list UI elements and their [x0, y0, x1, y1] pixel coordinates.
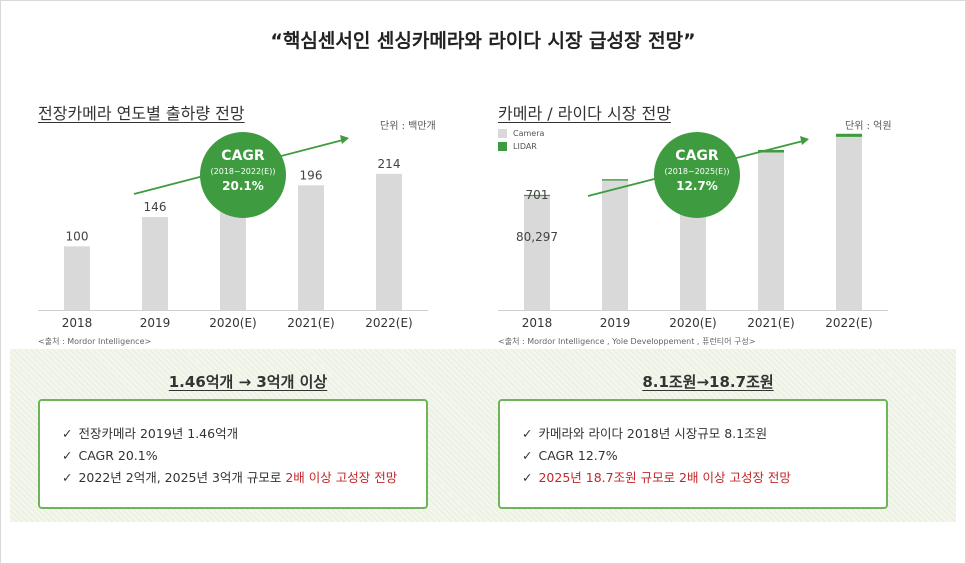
right-x-tick-4: 2022(E) — [825, 316, 872, 330]
right-x-tick-1: 2019 — [600, 316, 631, 330]
left-bar-value-4: 214 — [378, 157, 401, 171]
check-icon: ✓ — [522, 470, 533, 485]
right-cagr-value: 12.7% — [676, 179, 718, 193]
camera-value-label-0: 80,297 — [516, 230, 558, 244]
left-x-tick-3: 2021(E) — [287, 316, 334, 330]
left-unit-label: 단위 : 백만개 — [380, 121, 436, 132]
legend-item-lidar: LIDAR — [498, 140, 544, 153]
right-summary-highlight-2: 2025년 18.7조원 규모로 2배 이상 고성장 전망 — [538, 470, 791, 485]
right-unit-label: 단위 : 억원 — [845, 121, 892, 132]
right-x-tick-0: 2018 — [522, 316, 553, 330]
legend-item-camera: Camera — [498, 127, 544, 140]
left-summary-box: ✓ 전장카메라 2019년 1.46억개 ✓ CAGR 20.1% ✓ 2022년 2억개… — [38, 399, 428, 509]
check-icon: ✓ — [522, 448, 533, 463]
check-icon: ✓ — [522, 426, 533, 441]
left-summary-text-1: CAGR 20.1% — [78, 448, 158, 463]
left-cagr-value: 20.1% — [222, 179, 264, 193]
left-bar-4 — [376, 173, 402, 310]
right-summary-item-2: ✓ 2025년 18.7조원 규모로 2배 이상 고성장 전망 — [522, 467, 886, 489]
right-summary-title: 8.1조원→18.7조원 — [642, 373, 774, 391]
lidar-value-label-0: 701 — [526, 188, 549, 202]
right-chart-title: 카메라 / 라이다 시장 전망 — [498, 104, 671, 123]
left-x-tick-1: 2019 — [140, 316, 171, 330]
left-cagr-badge: CAGR (2018~2022(E)) 20.1% — [200, 132, 286, 218]
left-summary-title: 1.46억개 → 3억개 이상 — [168, 373, 328, 391]
left-x-tick-2: 2020(E) — [209, 316, 256, 330]
left-bar-value-0: 100 — [66, 229, 89, 243]
legend-lidar-label: LIDAR — [513, 142, 537, 151]
left-bar-value-1: 146 — [144, 200, 167, 214]
left-summary-highlight-2: 2배 이상 고성장 전망 — [285, 470, 398, 485]
left-summary-text-0: 전장카메라 2019년 1.46억개 — [78, 426, 239, 441]
left-x-tick-4: 2022(E) — [365, 316, 412, 330]
lidar-bar-0 — [524, 194, 550, 197]
legend-camera-label: Camera — [513, 129, 545, 138]
left-bar-0 — [64, 246, 90, 310]
left-bar-3 — [298, 185, 324, 310]
right-trend-arrow-head — [800, 136, 809, 145]
lidar-bar-3 — [758, 149, 784, 153]
left-trend-arrow-head — [340, 135, 349, 144]
right-summary-text-0: 카메라와 라이다 2018년 시장규모 8.1조원 — [538, 426, 768, 441]
left-x-tick-0: 2018 — [62, 316, 93, 330]
right-cagr-label: CAGR — [675, 148, 719, 164]
left-cagr-period: (2018~2022(E)) — [210, 167, 276, 176]
check-icon: ✓ — [62, 426, 73, 441]
right-summary-box: ✓ 카메라와 라이다 2018년 시장규모 8.1조원 ✓ CAGR 12.7% ✓ 20… — [498, 399, 888, 509]
right-source: <출처 : Mordor Intelligence , Yole Develop… — [498, 337, 756, 346]
left-summary-text-2: 2022년 2억개, 2025년 3억개 규모로 — [78, 470, 286, 485]
right-summary-item-0: ✓ 카메라와 라이다 2018년 시장규모 8.1조원 — [522, 423, 886, 445]
right-cagr-period: (2018~2025(E)) — [664, 167, 730, 176]
left-chart-title: 전장카메라 연도별 출하량 전망 — [38, 104, 245, 123]
check-icon: ✓ — [62, 470, 73, 485]
left-summary-item-1: ✓ CAGR 20.1% — [62, 445, 426, 467]
left-summary-item-2: ✓ 2022년 2억개, 2025년 3억개 규모로 2배 이상 고성장 전망 — [62, 467, 426, 489]
left-bar-1 — [142, 217, 168, 310]
lidar-bar-4 — [836, 133, 862, 137]
right-x-tick-3: 2021(E) — [747, 316, 794, 330]
right-x-tick-2: 2020(E) — [669, 316, 716, 330]
left-summary-item-0: ✓ 전장카메라 2019년 1.46억개 — [62, 423, 426, 445]
lidar-swatch — [498, 142, 507, 151]
left-cagr-label: CAGR — [221, 148, 265, 164]
camera-bar-1 — [602, 180, 628, 310]
camera-swatch — [498, 129, 507, 138]
right-cagr-badge: CAGR (2018~2025(E)) 12.7% — [654, 132, 740, 218]
lidar-bar-1 — [602, 179, 628, 181]
right-legend: Camera LIDAR — [498, 127, 544, 153]
check-icon: ✓ — [62, 448, 73, 463]
camera-bar-4 — [836, 136, 862, 310]
camera-bar-3 — [758, 152, 784, 310]
right-summary-text-1: CAGR 12.7% — [538, 448, 618, 463]
camera-bar-0 — [524, 196, 550, 310]
left-source: <출처 : Mordor Intelligence> — [38, 337, 152, 346]
page-title: “핵심센서인 센싱카메라와 라이다 시장 급성장 전망” — [270, 30, 696, 52]
left-bar-value-3: 196 — [300, 168, 323, 182]
right-summary-item-1: ✓ CAGR 12.7% — [522, 445, 886, 467]
